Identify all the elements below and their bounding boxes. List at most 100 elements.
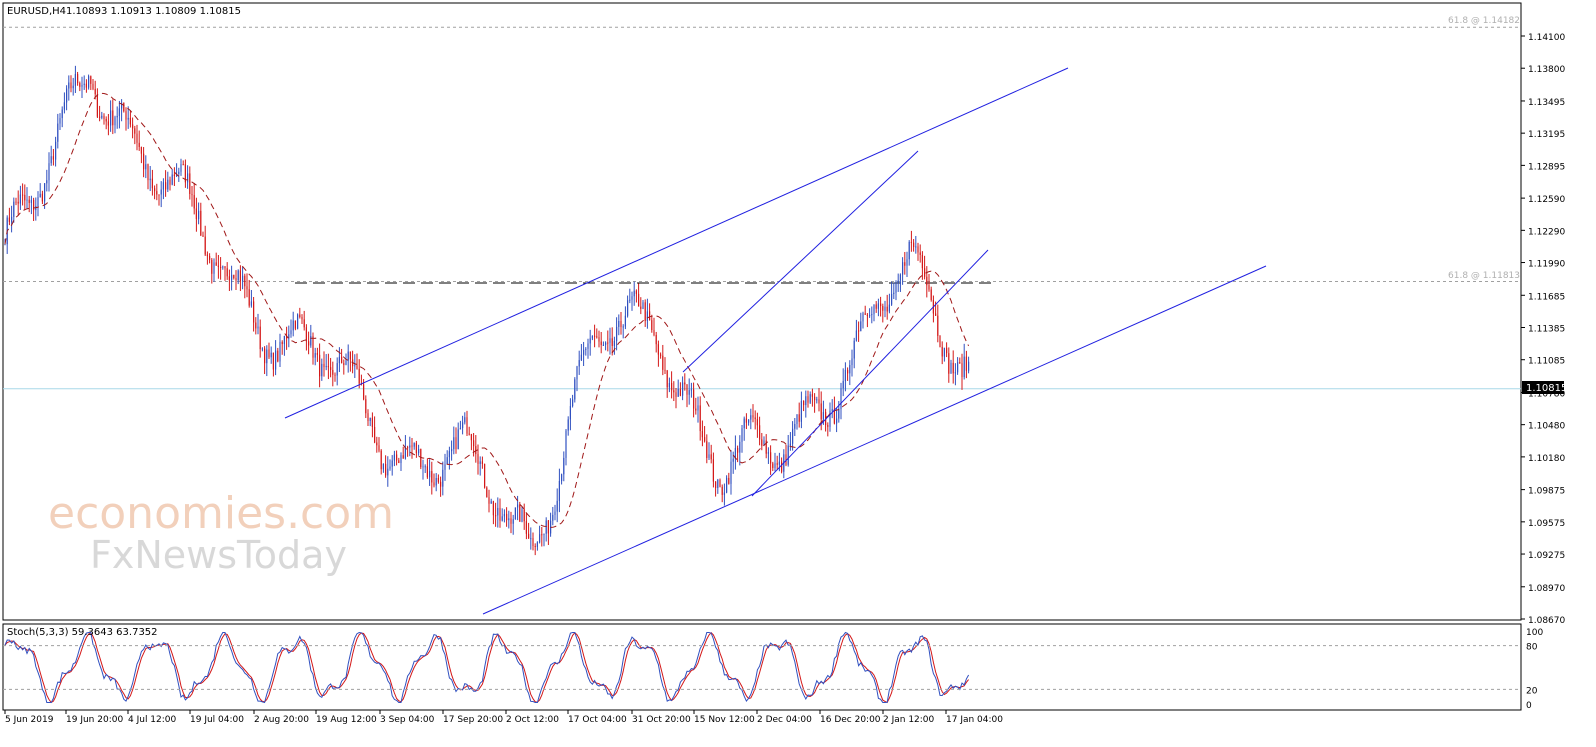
candle-body	[543, 533, 545, 535]
candle-body	[68, 82, 70, 89]
candle-body	[552, 514, 554, 521]
candle-body	[396, 454, 398, 461]
candle-body	[572, 399, 574, 407]
candle-body	[519, 504, 521, 522]
candle-body	[946, 347, 948, 354]
candle-body	[451, 449, 453, 452]
candle-body	[622, 326, 624, 328]
candle-body	[127, 117, 129, 120]
candle-body	[226, 268, 228, 277]
candle-body	[653, 330, 655, 335]
candle-body	[717, 479, 719, 489]
candle-body	[644, 302, 646, 322]
candle-body	[508, 518, 510, 521]
candle-body	[158, 194, 160, 196]
channel-upper-line	[284, 67, 1069, 419]
candle-body	[882, 306, 884, 311]
candle-body	[118, 108, 120, 116]
candle-body	[112, 110, 114, 126]
candle-body	[48, 163, 50, 181]
candle-body	[741, 428, 743, 442]
candle-body	[822, 412, 824, 420]
x-tick-label: 16 Dec 20:00	[820, 715, 881, 725]
fib-label-1: 61.8 @ 1.14182	[1448, 16, 1520, 26]
candle-body	[785, 454, 787, 465]
candle-body	[842, 381, 844, 389]
candle-body	[206, 254, 208, 257]
candle-body	[649, 311, 651, 321]
stoch-pane-frame	[2, 623, 1522, 711]
stoch-y-label: 80	[1526, 643, 1538, 653]
wedge-upper-line	[682, 150, 919, 373]
candle-body	[935, 313, 937, 316]
candle-body	[699, 405, 701, 432]
candle-body	[565, 430, 567, 458]
candle-body	[222, 266, 224, 268]
candle-body	[162, 182, 164, 190]
candle-body	[884, 306, 886, 311]
candle-body	[200, 210, 202, 236]
candle-body	[732, 458, 734, 462]
candle-body	[655, 334, 657, 345]
candle-body	[426, 466, 428, 478]
x-tick-label: 2 Dec 04:00	[757, 715, 812, 725]
candle-body	[607, 342, 609, 344]
candle-body	[864, 313, 866, 315]
candle-body	[365, 399, 367, 414]
candle-body	[270, 352, 272, 358]
candle-body	[525, 521, 527, 534]
candle-body	[334, 374, 336, 376]
candle-body	[74, 74, 76, 86]
x-tick-label: 2 Aug 20:00	[254, 715, 309, 725]
candle-body	[213, 262, 215, 274]
y-tick-label: 1.12290	[1528, 227, 1565, 237]
candle-body	[308, 341, 310, 346]
candle-body	[169, 179, 171, 185]
candle-body	[664, 369, 666, 371]
candle-body	[198, 210, 200, 220]
candle-body	[235, 278, 237, 281]
candle-body	[858, 330, 860, 332]
candle-body	[393, 454, 395, 461]
candle-body	[805, 396, 807, 406]
candle-body	[121, 102, 123, 109]
candle-body	[675, 392, 677, 397]
candle-body	[440, 481, 442, 487]
candle-body	[473, 440, 475, 447]
y-tick-label: 1.10180	[1528, 454, 1565, 464]
candle-body	[204, 236, 206, 255]
candle-body	[63, 102, 65, 110]
candle-body	[776, 463, 778, 465]
candle-body	[77, 74, 79, 84]
candle-body	[673, 390, 675, 393]
candle-body	[827, 425, 829, 427]
candle-body	[814, 396, 816, 401]
candle-body	[314, 353, 316, 358]
candle-body	[631, 296, 633, 300]
stoch-main-line	[4, 631, 970, 704]
candle-body	[765, 440, 767, 454]
candle-body	[706, 441, 708, 458]
candle-body	[411, 445, 413, 447]
candle-body	[943, 347, 945, 357]
y-tick-label: 1.08970	[1528, 584, 1565, 594]
candle-body	[41, 193, 43, 202]
candle-body	[759, 425, 761, 440]
candle-body	[657, 344, 659, 355]
time-axis: 5 Jun 2019 19 Jun 20:00 4 Jul 12:00 19 Jul …	[3, 628, 1543, 725]
candle-body	[85, 83, 87, 88]
candle-body	[851, 358, 853, 366]
candle-body	[4, 244, 6, 246]
candle-body	[484, 463, 486, 488]
candle-body	[521, 509, 523, 522]
candle-body	[88, 76, 90, 88]
watermark: economies.com FxNewsToday	[48, 488, 394, 577]
y-tick-label: 1.09275	[1528, 551, 1565, 561]
candle-body	[81, 84, 83, 87]
candle-body	[682, 382, 684, 396]
candle-body	[818, 399, 820, 404]
candle-body	[72, 85, 74, 89]
candle-body	[869, 315, 871, 317]
candle-body	[424, 466, 426, 468]
candle-body	[33, 199, 35, 211]
